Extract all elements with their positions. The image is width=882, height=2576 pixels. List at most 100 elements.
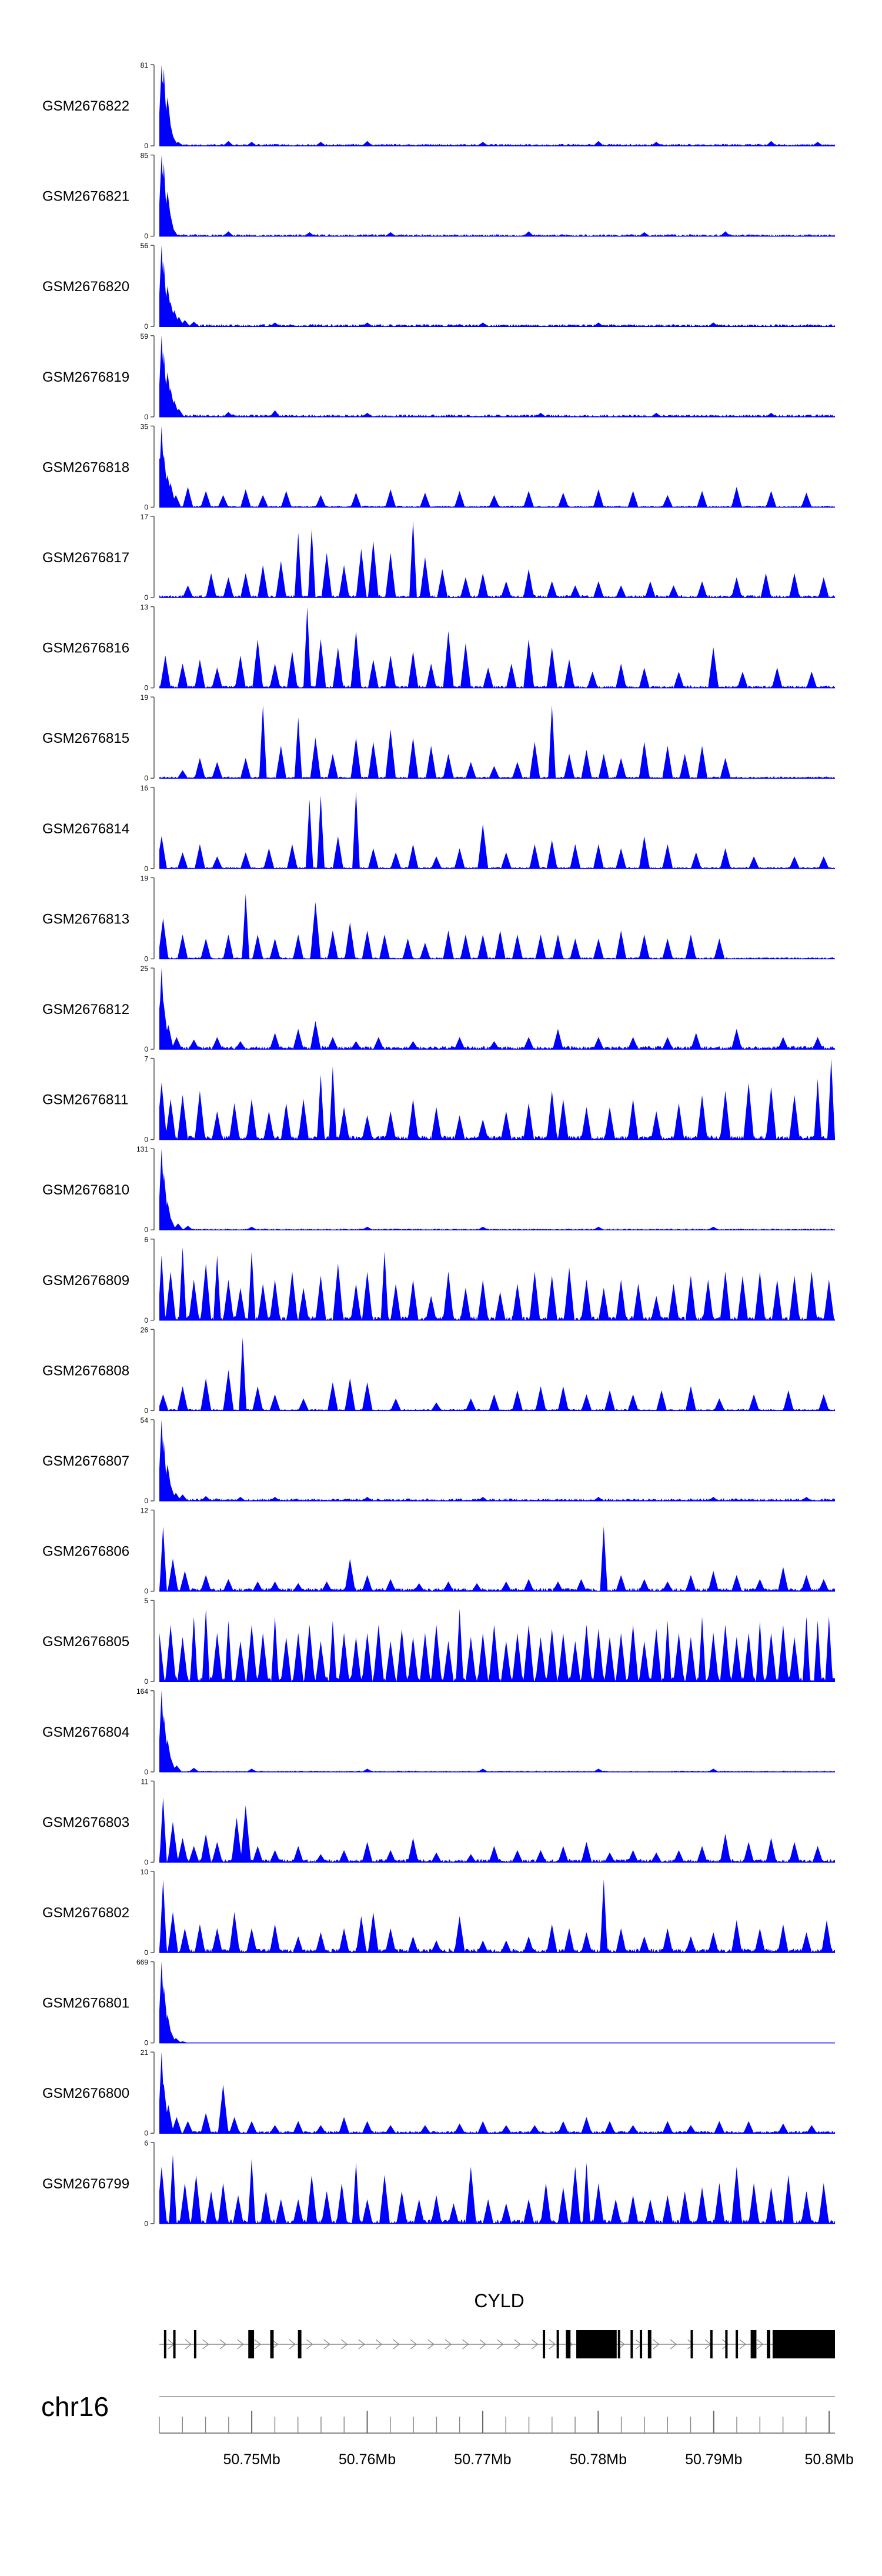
strand-arrow <box>497 2339 504 2350</box>
y-max-label: 13 <box>141 603 149 612</box>
strand-arrow <box>739 2339 746 2350</box>
exon-block <box>543 2330 546 2358</box>
y-zero-label: 0 <box>144 2129 148 2137</box>
y-max-label: 669 <box>136 1958 148 1967</box>
track-label: GSM2676817 <box>42 550 129 566</box>
track-GSM2676810: GSM2676810 131 0 <box>42 1145 835 1234</box>
track-label: GSM2676808 <box>42 1363 129 1379</box>
track-label: GSM2676821 <box>42 189 129 205</box>
strand-arrow <box>306 2339 313 2350</box>
coverage-area <box>159 245 835 327</box>
gene-track-cyld: CYLD <box>159 2290 835 2358</box>
exon-block <box>298 2330 302 2358</box>
y-zero-label: 0 <box>144 1677 148 1686</box>
strand-arrow <box>756 2339 764 2350</box>
y-zero-label: 0 <box>144 593 148 602</box>
gene-model <box>159 2330 835 2358</box>
exon-block <box>270 2330 274 2358</box>
track-label: GSM2676819 <box>42 369 129 385</box>
track-GSM2676809: GSM2676809 6 0 <box>42 1236 835 1324</box>
exon-block <box>556 2330 559 2358</box>
track-GSM2676819: GSM2676819 59 0 <box>42 332 835 421</box>
track-label: GSM2676800 <box>42 2086 129 2101</box>
y-zero-label: 0 <box>144 503 148 511</box>
track-label: GSM2676816 <box>42 640 129 656</box>
exon-block <box>767 2330 771 2358</box>
coverage-area <box>159 1420 835 1501</box>
strand-arrow <box>340 2339 348 2350</box>
y-zero-label: 0 <box>144 1948 148 1957</box>
track-GSM2676822: GSM2676822 81 0 <box>42 61 835 150</box>
coverage-area <box>159 155 835 236</box>
y-max-label: 6 <box>144 2139 148 2147</box>
y-zero-label: 0 <box>144 1587 148 1596</box>
coverage-area <box>159 1526 835 1591</box>
track-GSM2676806: GSM2676806 12 0 <box>42 1507 835 1596</box>
exon-block <box>736 2330 739 2358</box>
axis-ticks: 50.75Mb 50.76Mb 50.77Mb 50.78Mb 50.79Mb 50.8M… <box>159 2411 854 2468</box>
y-max-label: 56 <box>141 242 149 250</box>
strand-arrow <box>653 2339 660 2350</box>
y-max-label: 85 <box>141 152 149 160</box>
track-label: GSM2676801 <box>42 1996 129 2011</box>
strand-arrow <box>514 2339 521 2350</box>
coverage-area <box>159 1337 835 1411</box>
coverage-area <box>159 1247 835 1320</box>
y-max-label: 19 <box>141 874 149 882</box>
track-GSM2676811: GSM2676811 7 0 <box>42 1055 835 1144</box>
strand-arrow <box>185 2339 192 2350</box>
strand-arrow <box>272 2339 279 2350</box>
track-label: GSM2676803 <box>42 1814 129 1830</box>
track-GSM2676799: GSM2676799 6 0 <box>42 2139 835 2228</box>
coverage-tracks: GSM2676822810GSM2676821850GSM2676820560G… <box>42 61 835 2228</box>
track-label: GSM2676818 <box>42 459 129 475</box>
track-label: GSM2676802 <box>42 1905 129 1921</box>
exon-block <box>647 2330 652 2358</box>
coverage-area <box>159 606 835 688</box>
y-zero-label: 0 <box>144 1316 148 1324</box>
strand-arrow <box>445 2339 452 2350</box>
exon-block <box>750 2330 757 2358</box>
coverage-area <box>159 520 835 598</box>
y-max-label: 54 <box>141 1416 149 1424</box>
y-max-label: 25 <box>141 965 149 973</box>
strand-arrow <box>410 2339 417 2350</box>
track-label: GSM2676812 <box>42 1002 129 1017</box>
coverage-area <box>159 1961 835 2043</box>
y-max-label: 6 <box>144 1236 148 1244</box>
exon-block <box>640 2330 643 2358</box>
y-zero-label: 0 <box>144 955 148 963</box>
strand-arrow <box>202 2339 209 2350</box>
y-max-label: 59 <box>141 332 149 341</box>
y-max-label: 21 <box>141 2048 149 2057</box>
y-max-label: 5 <box>144 1597 148 1605</box>
exon-block <box>617 2330 620 2358</box>
exon-block <box>193 2330 196 2358</box>
y-zero-label: 0 <box>144 1226 148 1234</box>
exon-block <box>772 2330 835 2358</box>
exon-block <box>248 2330 255 2358</box>
y-zero-label: 0 <box>144 1136 148 1144</box>
exon-block <box>576 2330 617 2358</box>
strand-arrow <box>670 2339 677 2350</box>
strand-arrow <box>375 2339 383 2350</box>
track-label: GSM2676820 <box>42 279 129 295</box>
track-GSM2676817: GSM2676817 17 0 <box>42 513 835 602</box>
y-zero-label: 0 <box>144 322 148 331</box>
track-GSM2676820: GSM2676820 56 0 <box>42 242 835 331</box>
coverage-area <box>159 968 835 1049</box>
track-GSM2676814: GSM2676814 16 0 <box>42 784 835 873</box>
track-GSM2676801: GSM2676801 669 0 <box>42 1958 835 2047</box>
y-max-label: 164 <box>136 1687 148 1696</box>
track-GSM2676818: GSM2676818 35 0 <box>42 422 835 511</box>
strand-arrow <box>531 2339 539 2350</box>
track-GSM2676803: GSM2676803 11 0 <box>42 1777 835 1866</box>
strand-arrow <box>289 2339 296 2350</box>
y-zero-label: 0 <box>144 2039 148 2047</box>
strand-arrow <box>687 2339 694 2350</box>
y-max-label: 16 <box>141 784 149 792</box>
track-label: GSM2676805 <box>42 1634 129 1650</box>
strand-arrow <box>358 2339 365 2350</box>
track-GSM2676804: GSM2676804 164 0 <box>42 1687 835 1776</box>
